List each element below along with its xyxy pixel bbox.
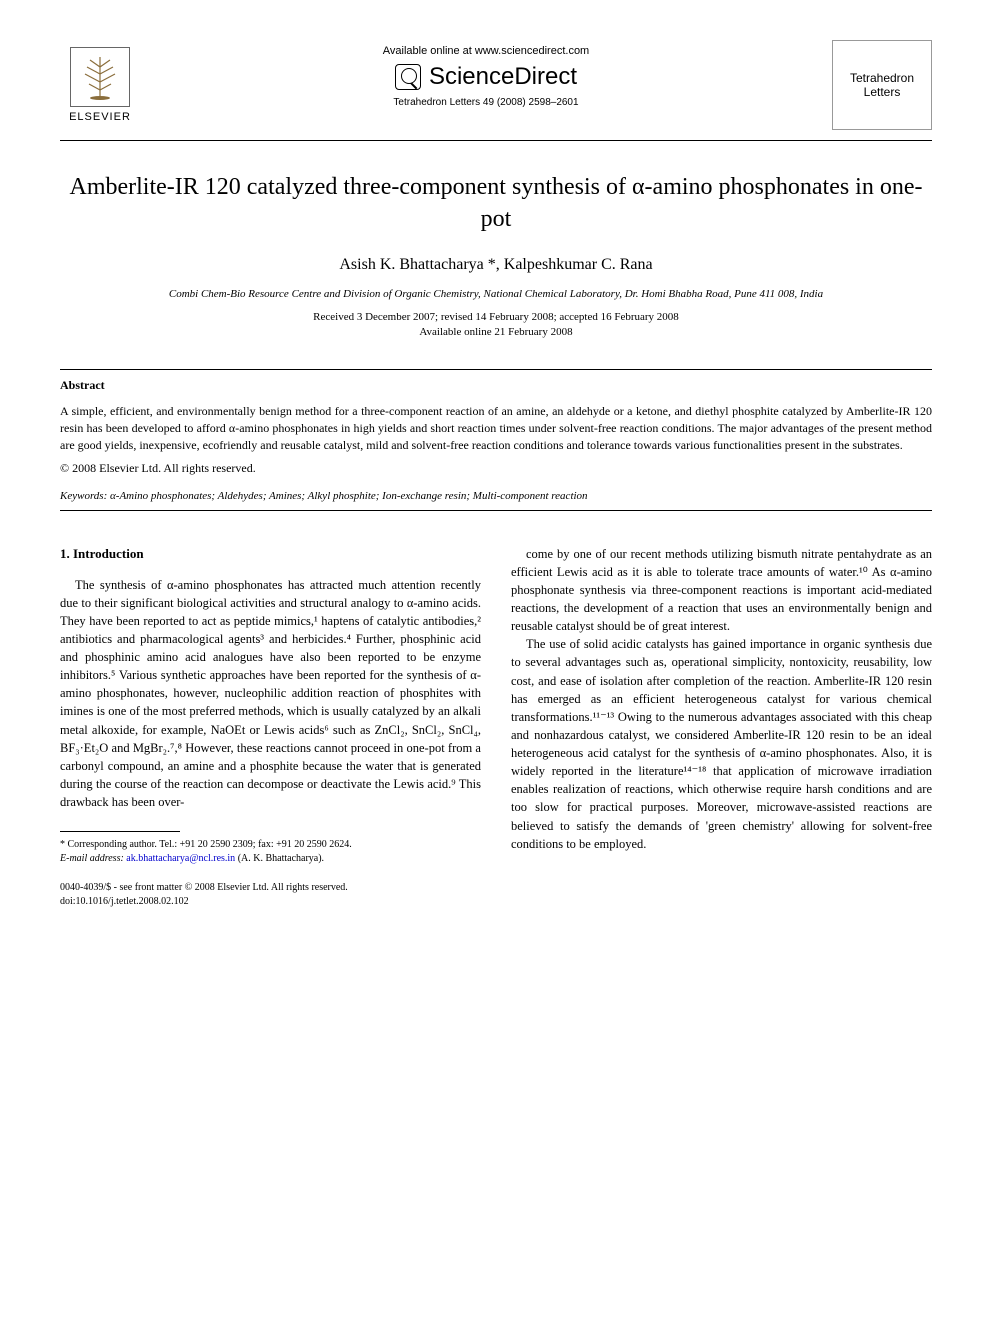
abstract-top-rule	[60, 369, 932, 370]
col2-paragraph-2: The use of solid acidic catalysts has ga…	[511, 635, 932, 853]
footnote-email-link[interactable]: ak.bhattacharya@ncl.res.in	[126, 853, 235, 864]
tree-svg	[75, 52, 125, 102]
elsevier-tree-icon	[70, 47, 130, 107]
abstract-text: A simple, efficient, and environmentally…	[60, 403, 932, 455]
dates-line2: Available online 21 February 2008	[60, 325, 932, 340]
doi-line2: doi:10.1016/j.tetlet.2008.02.102	[60, 895, 481, 909]
right-column: come by one of our recent methods utiliz…	[511, 545, 932, 908]
publisher-name: ELSEVIER	[69, 111, 131, 123]
header-center: Available online at www.sciencedirect.co…	[140, 40, 832, 108]
header-rule	[60, 140, 932, 141]
sciencedirect-block: ScienceDirect	[140, 63, 832, 91]
article-dates: Received 3 December 2007; revised 14 Feb…	[60, 310, 932, 341]
doi-block: 0040-4039/$ - see front matter © 2008 El…	[60, 881, 481, 908]
footnote-email-label: E-mail address:	[60, 853, 124, 864]
header-row: ELSEVIER Available online at www.science…	[60, 40, 932, 130]
article-affiliation: Combi Chem-Bio Resource Centre and Divis…	[60, 288, 932, 300]
footnote-email-name: (A. K. Bhattacharya).	[238, 853, 324, 864]
corresponding-author-footnote: * Corresponding author. Tel.: +91 20 259…	[60, 838, 481, 865]
abstract-copyright: © 2008 Elsevier Ltd. All rights reserved…	[60, 461, 932, 476]
sciencedirect-icon	[395, 64, 421, 90]
article-title: Amberlite-IR 120 catalyzed three-compone…	[60, 171, 932, 236]
body-columns: 1. Introduction The synthesis of α-amino…	[60, 545, 932, 908]
elsevier-logo: ELSEVIER	[60, 40, 140, 130]
abstract-heading: Abstract	[60, 378, 932, 393]
footnote-email-line: E-mail address: ak.bhattacharya@ncl.res.…	[60, 852, 481, 866]
journal-badge: Tetrahedron Letters	[832, 40, 932, 130]
dates-line1: Received 3 December 2007; revised 14 Feb…	[60, 310, 932, 325]
keywords-label: Keywords:	[60, 490, 107, 502]
sciencedirect-text: ScienceDirect	[429, 63, 577, 91]
doi-line1: 0040-4039/$ - see front matter © 2008 El…	[60, 881, 481, 895]
keywords-bottom-rule	[60, 510, 932, 511]
citation-line: Tetrahedron Letters 49 (2008) 2598–2601	[140, 97, 832, 108]
available-online-text: Available online at www.sciencedirect.co…	[140, 45, 832, 57]
journal-name-line2: Letters	[864, 85, 901, 99]
left-column: 1. Introduction The synthesis of α-amino…	[60, 545, 481, 908]
footnote-separator	[60, 831, 180, 832]
section-1-heading: 1. Introduction	[60, 545, 481, 564]
journal-name-line1: Tetrahedron	[850, 71, 914, 85]
col1-paragraph-1: The synthesis of α-amino phosphonates ha…	[60, 576, 481, 812]
col2-paragraph-1: come by one of our recent methods utiliz…	[511, 545, 932, 636]
footnote-corr: * Corresponding author. Tel.: +91 20 259…	[60, 838, 481, 852]
article-authors: Asish K. Bhattacharya *, Kalpeshkumar C.…	[60, 256, 932, 274]
keywords-line: Keywords: α-Amino phosphonates; Aldehyde…	[60, 490, 932, 502]
keywords-text: α-Amino phosphonates; Aldehydes; Amines;…	[110, 490, 588, 502]
